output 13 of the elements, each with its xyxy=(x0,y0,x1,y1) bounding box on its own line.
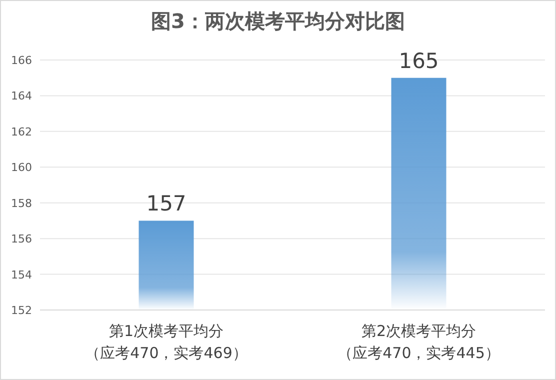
y-tick-label: 156 xyxy=(11,232,32,246)
x-tick-label: 第2次模考平均分（应考470，实考445） xyxy=(338,322,500,362)
data-label: 157 xyxy=(146,192,186,216)
x-tick-label: 第1次模考平均分（应考470，实考469） xyxy=(85,322,248,362)
y-tick-label: 166 xyxy=(11,54,32,67)
y-tick-label: 162 xyxy=(11,125,32,138)
data-label: 165 xyxy=(398,48,439,73)
y-tick-label: 154 xyxy=(11,268,32,282)
y-tick-label: 164 xyxy=(11,90,32,103)
y-tick-label: 160 xyxy=(11,161,32,174)
y-tick-label: 152 xyxy=(11,304,32,317)
chart-title: 图3：两次模考平均分对比图 xyxy=(151,9,405,33)
y-tick-label: 158 xyxy=(11,196,32,210)
